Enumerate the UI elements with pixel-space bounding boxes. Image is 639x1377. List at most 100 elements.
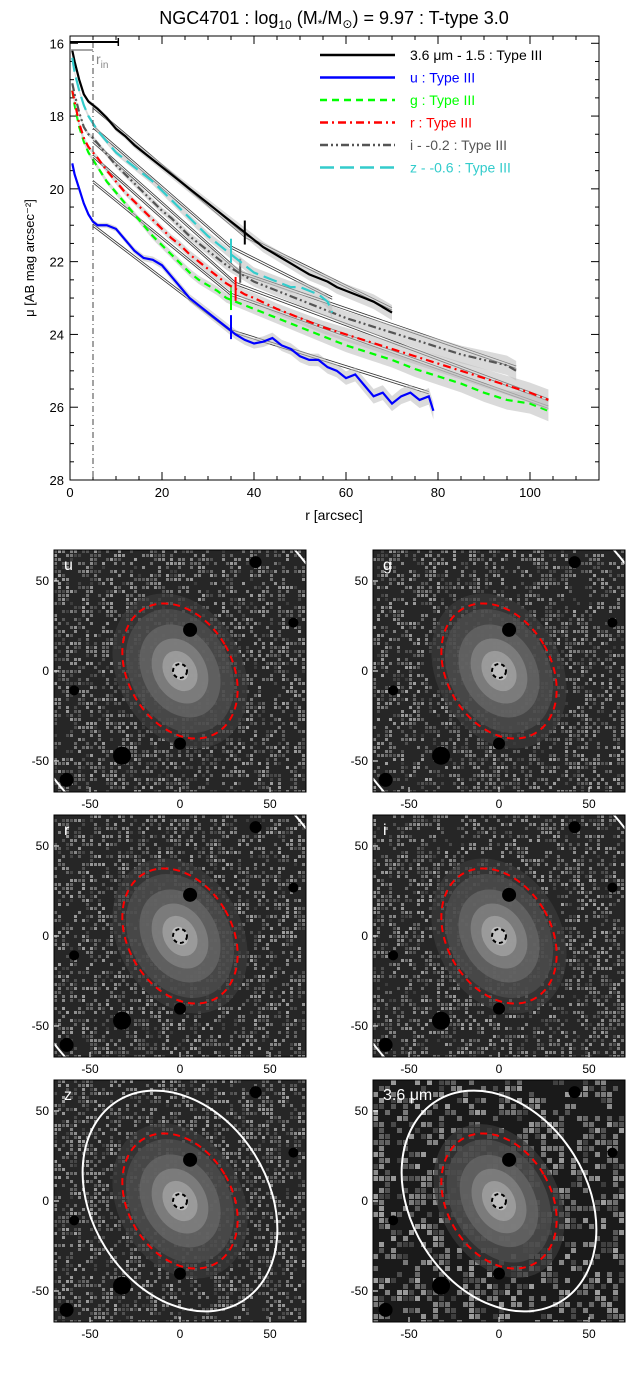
panel-label: 3.6 μm bbox=[383, 1087, 432, 1104]
image-y-tick-label: 50 bbox=[36, 1104, 50, 1118]
masked-star bbox=[568, 821, 581, 834]
image-content bbox=[373, 815, 625, 1057]
legend-label: 3.6 μm - 1.5 : Type III bbox=[410, 47, 542, 63]
image-x-tick-label: -50 bbox=[400, 1327, 418, 1341]
masked-star bbox=[388, 685, 399, 696]
y-axis-label: μ [AB mag arcsec⁻²] bbox=[22, 199, 37, 317]
x-tick-label: 80 bbox=[431, 485, 445, 500]
masked-star bbox=[69, 950, 80, 961]
image-y-tick-label: 50 bbox=[355, 1104, 369, 1118]
legend: 3.6 μm - 1.5 : Type III u : Type III g : T… bbox=[320, 47, 542, 176]
masked-star bbox=[288, 1147, 299, 1158]
y-tick-label: 26 bbox=[50, 400, 64, 415]
masked-star bbox=[607, 1147, 618, 1158]
inner-ellipse bbox=[440, 1132, 558, 1270]
r-in-label: rin bbox=[96, 51, 108, 71]
image-y-tick-label: -50 bbox=[32, 754, 50, 768]
masked-star bbox=[568, 1086, 581, 1099]
y-tick-label: 20 bbox=[50, 182, 64, 197]
image-y-tick-label: 50 bbox=[36, 839, 50, 853]
masked-star bbox=[59, 1302, 74, 1317]
masked-star bbox=[388, 1215, 399, 1226]
masked-star bbox=[378, 1302, 393, 1317]
x-tick-label: 60 bbox=[339, 485, 353, 500]
y-tick-label: 22 bbox=[50, 255, 64, 270]
legend-label: r : Type III bbox=[410, 115, 472, 131]
fit-line bbox=[92, 182, 232, 296]
image-y-tick-label: 0 bbox=[361, 929, 368, 943]
masked-star bbox=[249, 556, 262, 569]
image-content bbox=[54, 815, 306, 1057]
image-x-tick-label: 0 bbox=[177, 1327, 184, 1341]
image-y-tick-label: 0 bbox=[42, 1194, 49, 1208]
x-tick-label: 0 bbox=[66, 485, 73, 500]
image-panel-36m: 3.6 μm -50 0 50 50 0 -50 bbox=[351, 1079, 626, 1341]
y-tick-label: 28 bbox=[50, 473, 64, 488]
panel-label: z bbox=[64, 1087, 72, 1104]
inner-ellipse bbox=[121, 1132, 239, 1270]
image-x-tick-label: 50 bbox=[263, 797, 277, 811]
masked-star bbox=[174, 737, 186, 750]
image-y-tick-label: 50 bbox=[355, 574, 369, 588]
series-line-1 bbox=[71, 163, 435, 412]
center-marker bbox=[172, 1193, 188, 1209]
masked-star bbox=[183, 1152, 198, 1167]
masked-star bbox=[183, 622, 198, 637]
image-content bbox=[54, 1080, 306, 1322]
image-y-tick-label: 0 bbox=[42, 664, 49, 678]
image-y-tick-label: -50 bbox=[351, 754, 369, 768]
center-marker bbox=[172, 663, 188, 679]
image-panel-u: u -50 0 50 50 0 -50 bbox=[32, 549, 307, 811]
image-content bbox=[373, 550, 625, 792]
masked-star bbox=[249, 821, 262, 834]
fit-line bbox=[92, 125, 232, 247]
outer-ellipse bbox=[81, 1089, 279, 1313]
masked-star bbox=[502, 887, 517, 902]
image-content bbox=[54, 550, 306, 792]
image-y-tick-label: -50 bbox=[351, 1019, 369, 1033]
inner-ellipse bbox=[121, 867, 239, 1005]
masked-star bbox=[432, 746, 451, 765]
image-x-tick-label: 0 bbox=[496, 1062, 503, 1076]
center-marker bbox=[172, 928, 188, 944]
image-x-tick-label: 50 bbox=[582, 1062, 596, 1076]
masked-star bbox=[607, 617, 618, 628]
legend-label: u : Type III bbox=[410, 70, 475, 86]
center-marker bbox=[491, 1193, 507, 1209]
masked-star bbox=[502, 1152, 517, 1167]
center-marker bbox=[491, 663, 507, 679]
image-x-tick-label: 0 bbox=[496, 1327, 503, 1341]
series-line-0 bbox=[71, 50, 393, 314]
masked-star bbox=[493, 1002, 505, 1015]
image-x-tick-label: 50 bbox=[582, 1327, 596, 1341]
series-error-band bbox=[72, 48, 393, 321]
masked-star bbox=[69, 685, 80, 696]
panel-label: i bbox=[383, 822, 387, 839]
series-error-band bbox=[72, 55, 333, 320]
masked-star bbox=[69, 1215, 80, 1226]
series-line-4 bbox=[71, 83, 517, 372]
image-x-tick-label: 0 bbox=[177, 797, 184, 811]
masked-star bbox=[378, 772, 393, 787]
fit-line bbox=[92, 140, 241, 272]
image-y-tick-label: 0 bbox=[361, 1194, 368, 1208]
profile-series bbox=[71, 48, 549, 422]
x-tick-label: 40 bbox=[247, 485, 261, 500]
masked-star bbox=[568, 556, 581, 569]
inner-ellipse bbox=[440, 602, 558, 740]
fit-line bbox=[92, 154, 236, 283]
image-x-tick-label: 0 bbox=[177, 1062, 184, 1076]
masked-star bbox=[183, 887, 198, 902]
image-content bbox=[373, 1080, 625, 1322]
r-in-marker: rin bbox=[70, 38, 120, 480]
image-y-tick-label: 0 bbox=[42, 929, 49, 943]
masked-star bbox=[113, 1011, 132, 1030]
image-panel-r: r -50 0 50 50 0 -50 bbox=[32, 814, 307, 1076]
image-x-tick-label: -50 bbox=[400, 1062, 418, 1076]
masked-star bbox=[113, 1276, 132, 1295]
legend-label: g : Type III bbox=[410, 92, 475, 108]
series-error-band bbox=[72, 81, 517, 381]
fit-line bbox=[92, 157, 236, 285]
